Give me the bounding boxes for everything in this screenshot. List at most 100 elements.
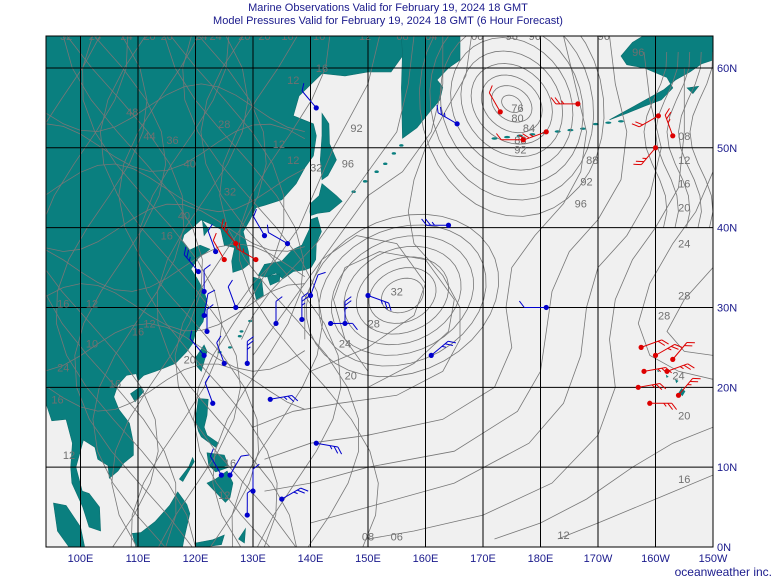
land-aleutian-island xyxy=(592,122,599,126)
isobar-label: 12 xyxy=(86,298,98,310)
isobar-low-ring xyxy=(439,36,584,186)
wind-barb-feather xyxy=(333,446,339,454)
wind-barb-staff xyxy=(189,338,205,356)
wind-barb-feather xyxy=(444,343,454,346)
isobar-label: 80 xyxy=(511,113,523,125)
isobar-continental xyxy=(62,36,203,547)
isobar-label: 16 xyxy=(678,179,690,191)
latitude-label: 50N xyxy=(717,143,737,155)
wind-barb-feather xyxy=(635,121,643,126)
wind-barb-feather xyxy=(655,383,663,390)
wind-barb-station xyxy=(436,104,460,127)
station-dot xyxy=(261,233,268,239)
map-frame xyxy=(45,35,714,548)
wind-barb-half-feather xyxy=(444,112,446,117)
station-dot xyxy=(221,256,227,263)
isobar-label: 32 xyxy=(310,163,322,175)
wind-barb-feather xyxy=(661,339,669,345)
station-dot xyxy=(670,356,676,362)
wind-barb-station xyxy=(428,340,457,358)
station-dot xyxy=(279,496,285,502)
wind-barb-feather xyxy=(183,246,187,255)
wind-barb-station xyxy=(212,232,227,263)
land-palawan xyxy=(178,456,195,482)
wind-barb-half-feather xyxy=(380,300,383,305)
station-dot xyxy=(652,145,659,151)
wind-barb-station xyxy=(631,113,661,128)
wind-barb-station xyxy=(301,83,319,111)
wind-barb-feather xyxy=(301,292,309,298)
isobar-label: 96 xyxy=(529,31,541,43)
wind-barb-feather xyxy=(212,232,217,241)
wind-barb-half-feather xyxy=(441,345,447,348)
wind-barb-feather xyxy=(235,240,238,249)
station-dot xyxy=(647,400,653,406)
isobar-continental-zonal xyxy=(46,203,305,252)
isobar-label: 96 xyxy=(342,159,354,171)
isobar-label: 12 xyxy=(359,31,371,43)
wind-barb-feather xyxy=(337,446,343,455)
wind-barb-feather xyxy=(447,340,457,344)
isobar-sweep xyxy=(333,251,455,388)
isobar-label: 12 xyxy=(63,450,75,462)
longitude-label: 140E xyxy=(298,553,324,565)
lat-lon-grid xyxy=(46,36,713,547)
longitude-label: 150W xyxy=(699,553,728,565)
wind-barb-staff xyxy=(301,90,317,109)
station-dot xyxy=(652,352,659,358)
isobar-label: 16 xyxy=(161,231,173,243)
wind-barb-feather xyxy=(440,106,442,115)
isobar-continental-zonal xyxy=(46,123,305,172)
station-dot xyxy=(313,440,319,446)
isobar-label: 08 xyxy=(678,131,690,143)
isobar-label: 16 xyxy=(57,298,69,310)
isobar-label: 20 xyxy=(258,31,270,43)
isobar-continental xyxy=(55,36,196,547)
isobar-high-ring xyxy=(343,245,462,346)
wind-barb-feather xyxy=(425,218,431,226)
isobar-label: 16 xyxy=(132,326,144,338)
wind-barb-feather xyxy=(246,487,254,494)
isobar-continental xyxy=(238,36,379,547)
land-kuril-island xyxy=(383,162,388,166)
station-dot xyxy=(655,113,661,119)
wind-barb-station xyxy=(189,330,207,358)
longitude-label: 180E xyxy=(528,553,554,565)
wind-barb-station xyxy=(365,292,392,311)
wind-barb-feather xyxy=(388,302,392,311)
wind-barb-half-feather xyxy=(293,491,298,495)
isobar-label: 16 xyxy=(51,394,63,406)
wind-barb-half-feather xyxy=(431,221,435,226)
wind-barb-feather xyxy=(297,489,305,494)
wind-barb-station xyxy=(273,296,283,327)
wind-barb-feather xyxy=(300,487,309,492)
land-aleutian-island xyxy=(618,120,624,123)
isobar-label: 32 xyxy=(391,286,403,298)
isobar-label: 06 xyxy=(391,532,403,544)
wind-barb-staff xyxy=(216,342,225,364)
station-dot xyxy=(221,360,227,366)
longitude-label: 150E xyxy=(355,553,381,565)
wind-barb-half-feather xyxy=(226,228,229,234)
isobar-label: 24 xyxy=(195,31,207,43)
isobar-label: 12 xyxy=(557,530,569,542)
isobar-gulf-alaska xyxy=(678,51,702,228)
isobar-label: 12 xyxy=(287,75,299,87)
wind-barb-station xyxy=(209,448,224,478)
wind-barb-half-feather xyxy=(667,119,671,123)
isobar-high-ring xyxy=(368,267,437,324)
isobar-label: 96 xyxy=(506,31,518,43)
wind-barb-feather xyxy=(687,363,695,369)
isobar-label: 12 xyxy=(143,318,155,330)
wind-barb-station xyxy=(244,336,254,366)
wind-barb-station xyxy=(216,335,227,366)
isobar-label: 16 xyxy=(316,63,328,75)
isobar-label: 20 xyxy=(184,354,196,366)
wind-barb-staff xyxy=(488,92,501,113)
isobar-label: 28 xyxy=(368,318,380,330)
wind-barb-feather xyxy=(683,364,691,370)
land-kuril-island xyxy=(399,144,404,147)
station-dot xyxy=(520,137,526,143)
wind-barb-half-feather xyxy=(667,347,672,351)
station-dot xyxy=(218,472,224,478)
